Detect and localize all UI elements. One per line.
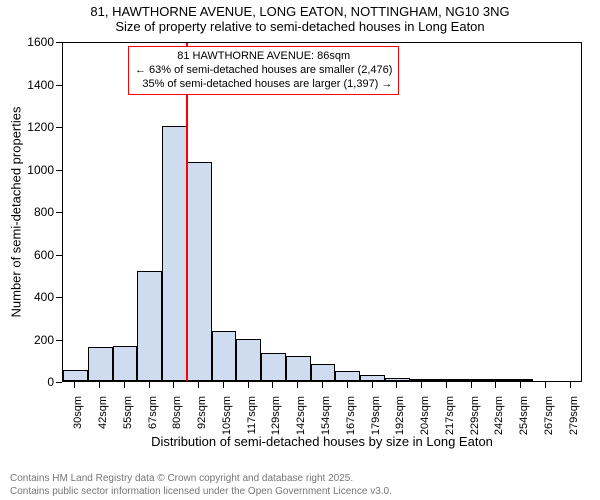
x-tick-label: 254sqm (518, 396, 530, 435)
histogram-bar (434, 379, 459, 381)
x-tick-label: 279sqm (568, 396, 580, 435)
x-tick-label: 204sqm (419, 396, 431, 435)
credit-text: Contains HM Land Registry data © Crown c… (10, 472, 392, 498)
x-tick-label: 55sqm (122, 396, 134, 429)
y-tick-mark (56, 212, 62, 213)
histogram-bar (187, 162, 212, 381)
chart-title: 81, HAWTHORNE AVENUE, LONG EATON, NOTTIN… (0, 4, 600, 34)
x-tick-label: 129sqm (270, 396, 282, 435)
y-tick-mark (56, 340, 62, 341)
y-tick-label: 800 (22, 205, 54, 219)
x-tick-mark (347, 382, 348, 388)
histogram-bar (137, 271, 162, 382)
x-tick-mark (446, 382, 447, 388)
credit-line-1: Contains HM Land Registry data © Crown c… (10, 472, 392, 485)
x-tick-label: 154sqm (320, 396, 332, 435)
x-tick-label: 105sqm (221, 396, 233, 435)
title-line-1: 81, HAWTHORNE AVENUE, LONG EATON, NOTTIN… (0, 4, 600, 19)
histogram-bar (360, 375, 385, 381)
annotation-line: 81 HAWTHORNE AVENUE: 86sqm (135, 50, 392, 64)
x-tick-mark (471, 382, 472, 388)
x-tick-label: 92sqm (196, 396, 208, 429)
histogram-bar (63, 370, 88, 381)
x-tick-mark (198, 382, 199, 388)
y-tick-mark (56, 127, 62, 128)
y-tick-label: 200 (22, 333, 54, 347)
x-axis-label: Distribution of semi-detached houses by … (151, 434, 493, 449)
x-tick-label: 167sqm (345, 396, 357, 435)
x-tick-label: 217sqm (444, 396, 456, 435)
histogram-bar (236, 339, 261, 382)
x-tick-label: 192sqm (394, 396, 406, 435)
x-tick-mark (322, 382, 323, 388)
y-tick-mark (56, 297, 62, 298)
x-tick-label: 117sqm (246, 396, 258, 434)
y-tick-label: 0 (22, 375, 54, 389)
x-tick-mark (421, 382, 422, 388)
x-tick-label: 242sqm (493, 396, 505, 435)
x-tick-mark (99, 382, 100, 388)
y-tick-label: 1000 (22, 163, 54, 177)
histogram-bar (162, 126, 187, 381)
annotation-line: 35% of semi-detached houses are larger (… (135, 78, 392, 92)
annotation-line: ← 63% of semi-detached houses are smalle… (135, 64, 392, 78)
histogram-bar (286, 356, 311, 382)
histogram-bar (311, 364, 336, 381)
x-tick-label: 42sqm (97, 396, 109, 429)
x-tick-label: 267sqm (543, 396, 555, 435)
credit-line-2: Contains public sector information licen… (10, 485, 392, 498)
y-tick-label: 1600 (22, 35, 54, 49)
x-tick-mark (173, 382, 174, 388)
x-tick-label: 30sqm (72, 396, 84, 429)
histogram-bar (212, 331, 237, 381)
annotation-box: 81 HAWTHORNE AVENUE: 86sqm← 63% of semi-… (128, 46, 399, 95)
histogram-bar (113, 346, 138, 381)
x-tick-label: 80sqm (171, 396, 183, 429)
x-tick-mark (124, 382, 125, 388)
x-tick-mark (396, 382, 397, 388)
histogram-bar (509, 379, 534, 381)
x-tick-mark (495, 382, 496, 388)
x-tick-mark (223, 382, 224, 388)
y-tick-mark (56, 382, 62, 383)
y-tick-label: 1200 (22, 120, 54, 134)
histogram-bar (484, 379, 509, 381)
y-tick-label: 400 (22, 290, 54, 304)
title-line-2: Size of property relative to semi-detach… (0, 19, 600, 34)
x-tick-label: 142sqm (295, 396, 307, 435)
property-size-histogram: 81, HAWTHORNE AVENUE, LONG EATON, NOTTIN… (0, 0, 600, 500)
x-tick-mark (74, 382, 75, 388)
x-tick-mark (520, 382, 521, 388)
histogram-bar (385, 378, 410, 381)
y-tick-label: 1400 (22, 78, 54, 92)
y-tick-mark (56, 255, 62, 256)
y-tick-mark (56, 85, 62, 86)
y-tick-mark (56, 170, 62, 171)
x-tick-mark (297, 382, 298, 388)
y-tick-label: 600 (22, 248, 54, 262)
y-tick-mark (56, 42, 62, 43)
x-tick-mark (149, 382, 150, 388)
x-tick-mark (272, 382, 273, 388)
histogram-bar (410, 379, 435, 381)
x-tick-label: 229sqm (469, 396, 481, 435)
x-tick-label: 179sqm (370, 396, 382, 435)
histogram-bar (261, 353, 286, 381)
x-tick-label: 67sqm (147, 396, 159, 429)
x-tick-mark (248, 382, 249, 388)
x-tick-mark (372, 382, 373, 388)
histogram-bar (335, 371, 360, 381)
x-tick-mark (545, 382, 546, 388)
histogram-bar (459, 379, 484, 381)
histogram-bar (88, 347, 113, 381)
x-tick-mark (570, 382, 571, 388)
